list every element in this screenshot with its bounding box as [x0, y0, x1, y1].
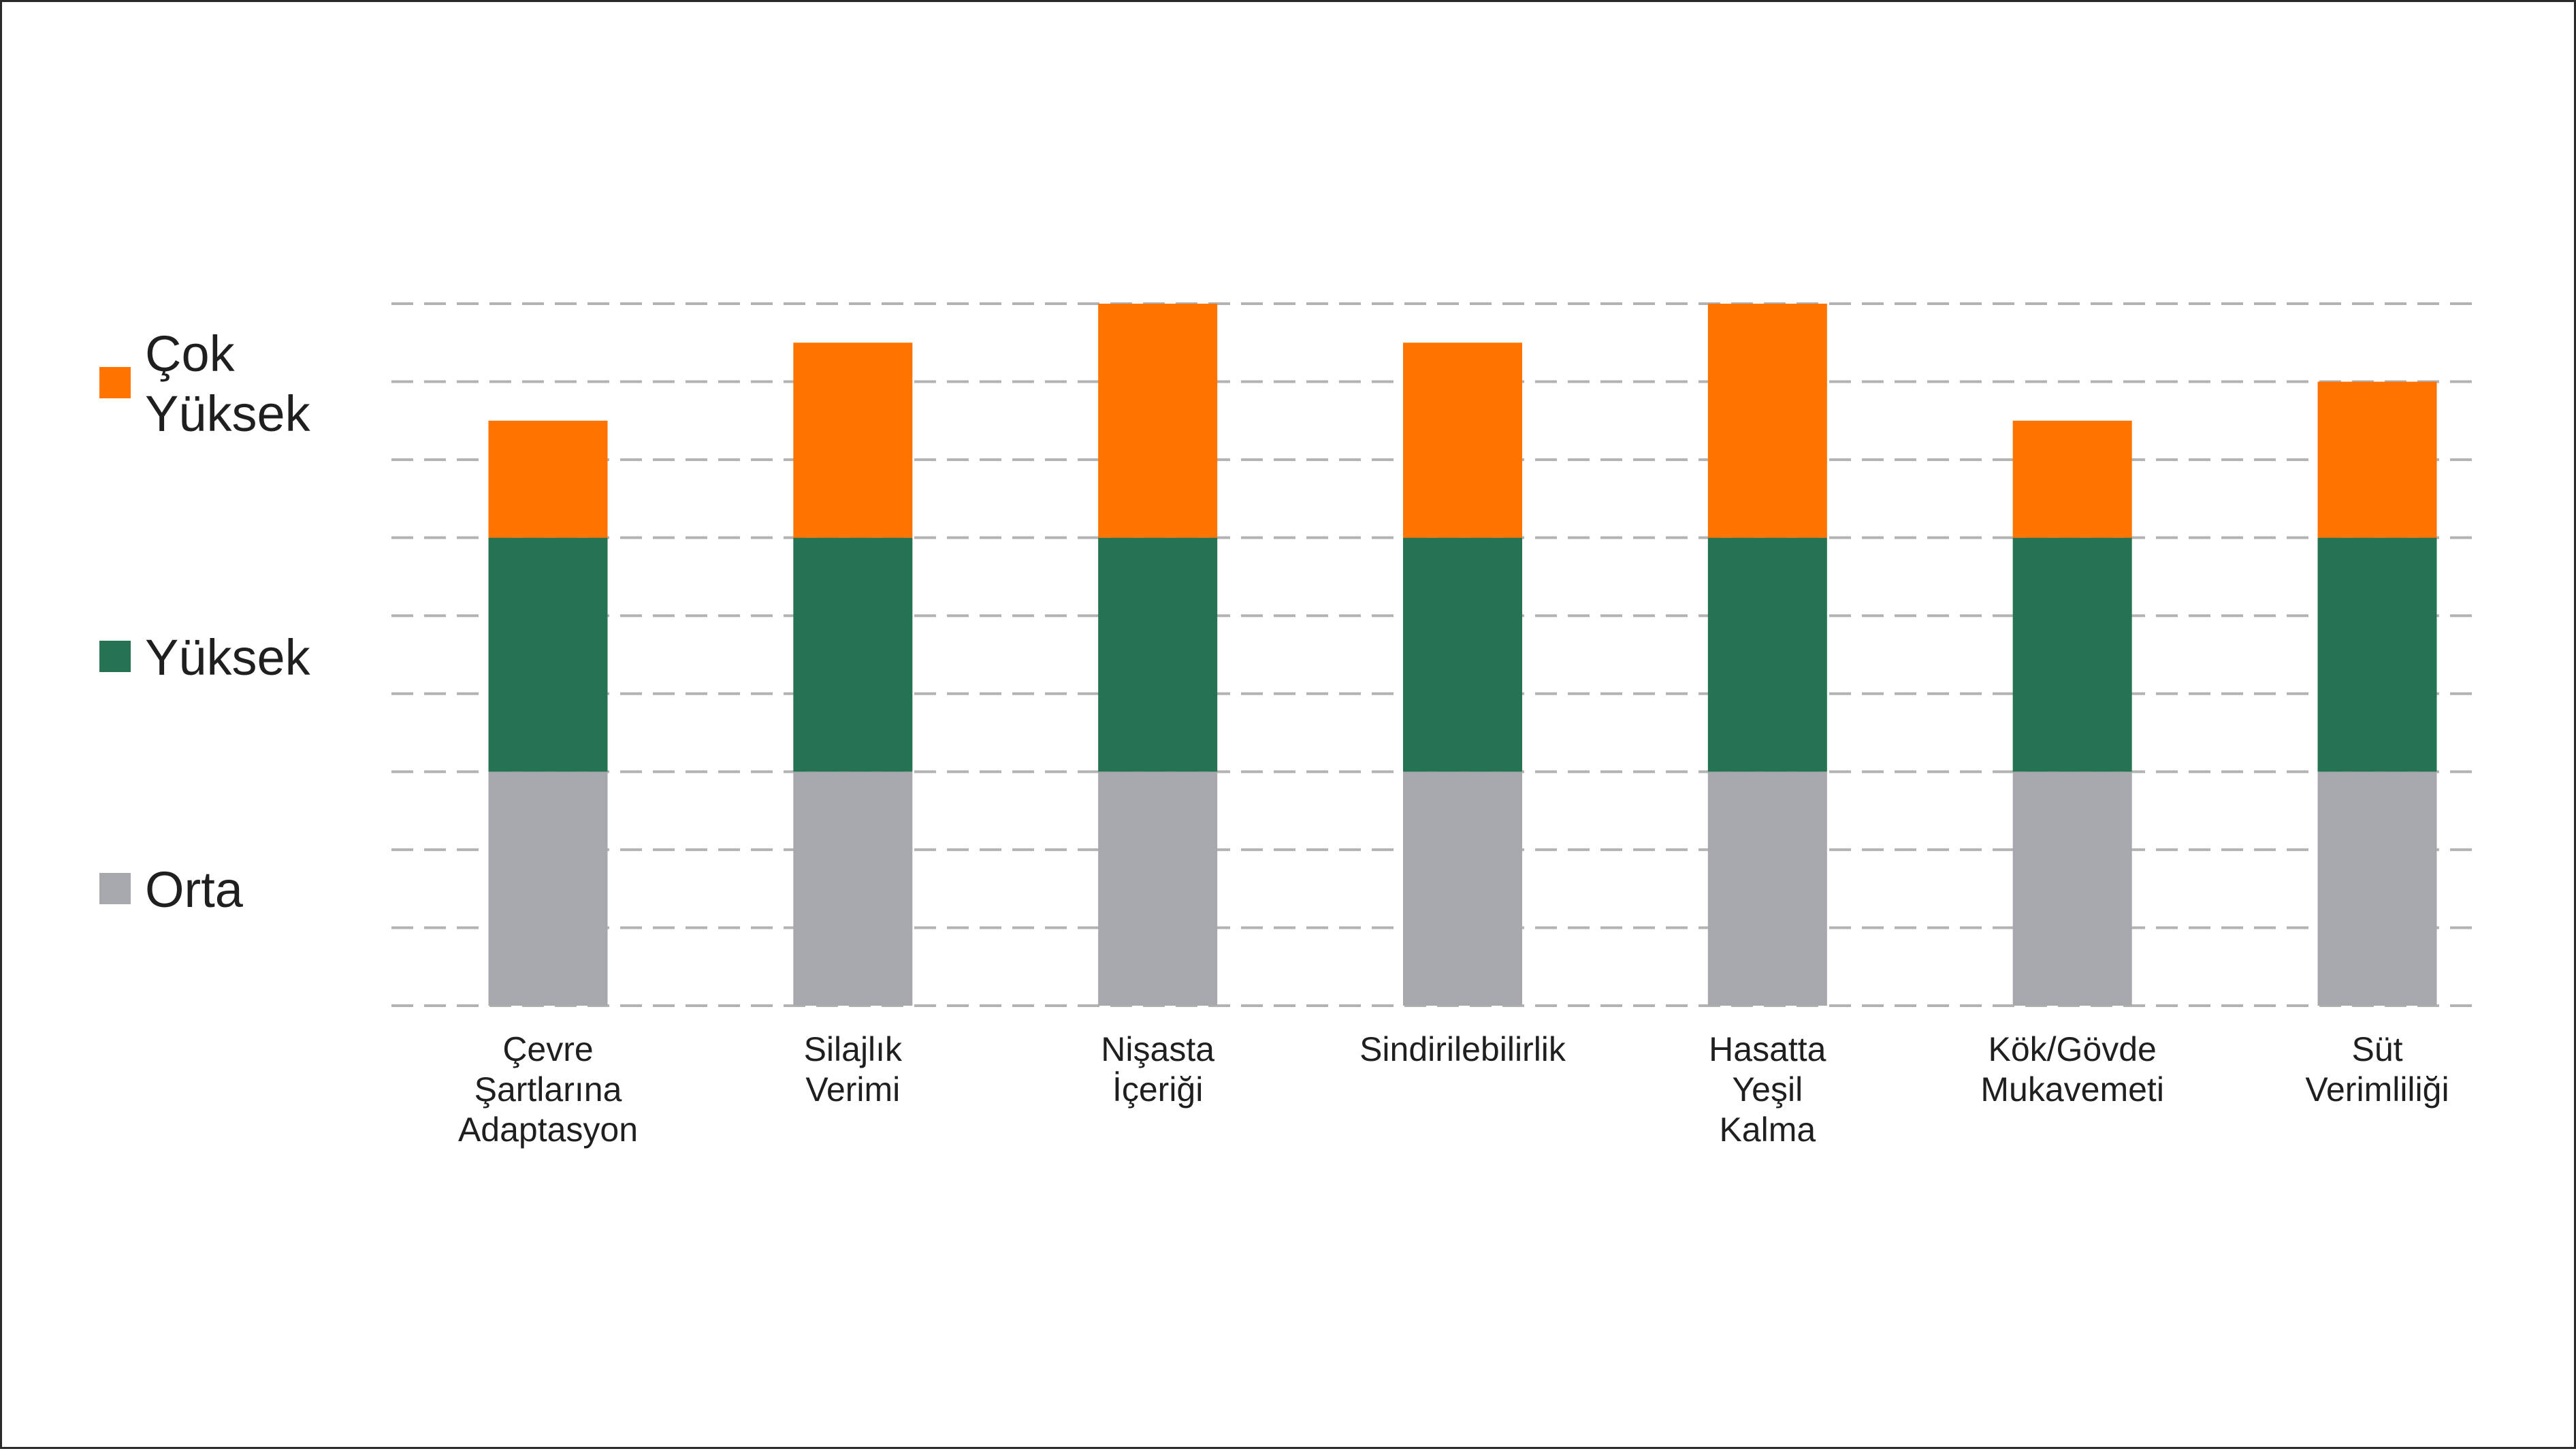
legend-label: Orta: [145, 861, 244, 918]
bar-segment: [793, 771, 913, 1006]
bar-segment: [793, 537, 913, 772]
x-tick-label: Sindirilebilirlik: [1359, 1030, 1566, 1068]
bar-segment: [1098, 537, 1218, 772]
x-tick-label: Süt Verimliliği: [2305, 1030, 2449, 1109]
bar-segment: [1403, 342, 1522, 538]
bar-segment: [1707, 771, 1827, 1006]
bar-segment: [2317, 537, 2437, 772]
bar-segment: [2317, 381, 2437, 538]
x-tick-label: Çevre Şartlarına Adaptasyon: [458, 1030, 638, 1149]
bar-segment: [2012, 537, 2132, 772]
bar-segment: [488, 420, 608, 538]
x-tick-label: Hasatta Yeşil Kalma: [1709, 1030, 1826, 1149]
bar-segment: [2012, 771, 2132, 1006]
bar-segment: [488, 771, 608, 1006]
x-tick-label: Nişasta İçeriği: [1101, 1030, 1214, 1109]
bar-segment: [793, 342, 913, 538]
x-axis-labels: Çevre Şartlarına Adaptasyon Silajlık Verimi N…: [458, 1030, 2449, 1149]
bar-segment: [1098, 304, 1218, 538]
bar-segment: [2317, 771, 2437, 1006]
legend-label: Yüksek: [145, 629, 311, 686]
x-tick-label: Silajlık Verimi: [804, 1030, 903, 1109]
legend-swatch: [99, 873, 131, 904]
legend: Çok Yüksek Yüksek Orta: [99, 325, 311, 918]
bar-segment: [1098, 771, 1218, 1006]
legend-swatch: [99, 367, 131, 398]
bar-segment: [2012, 420, 2132, 538]
legend-swatch: [99, 641, 131, 672]
bar-segment: [1707, 537, 1827, 772]
bar-segment: [1403, 771, 1522, 1006]
bar-segment: [488, 537, 608, 772]
legend-label: Çok Yüksek: [145, 325, 311, 442]
bar-segment: [1403, 537, 1522, 772]
x-tick-label: Kök/Gövde Mukavemeti: [1980, 1030, 2164, 1109]
bars: [488, 304, 2437, 1006]
bar-segment: [1707, 304, 1827, 538]
